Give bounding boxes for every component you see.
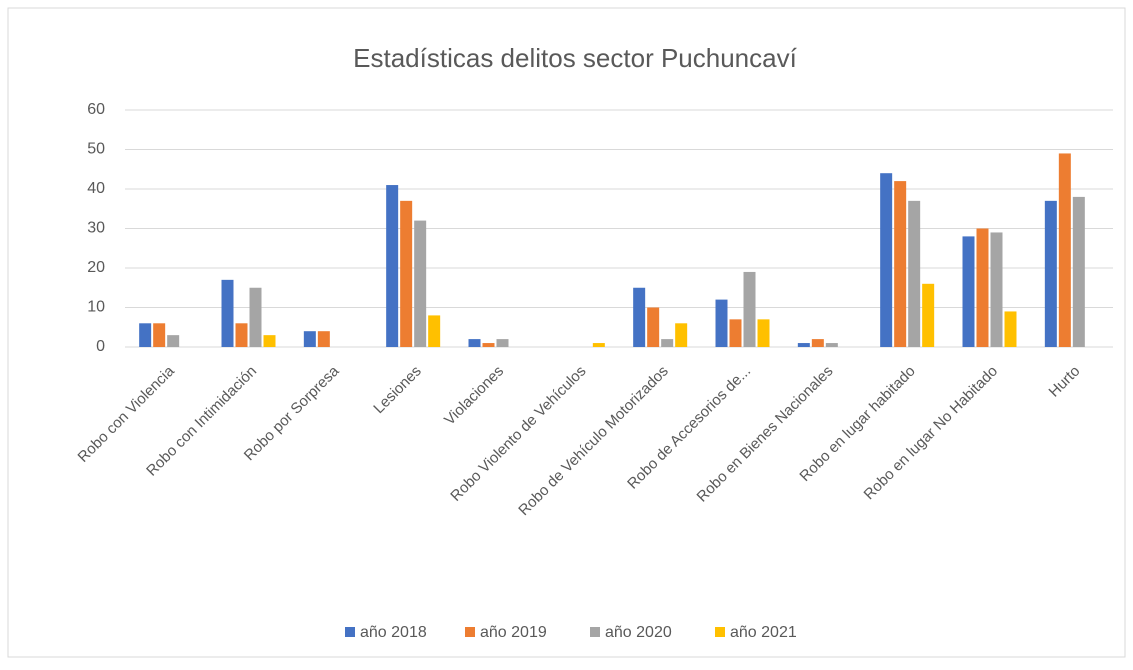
bar	[715, 299, 728, 347]
bar	[880, 173, 893, 347]
bar	[1044, 200, 1057, 347]
bar	[496, 339, 509, 347]
legend-swatch	[590, 627, 600, 637]
bar	[962, 236, 975, 347]
bar	[647, 307, 660, 347]
bar	[303, 331, 316, 347]
bar	[1058, 153, 1071, 347]
legend-label: año 2020	[605, 624, 672, 641]
bar	[743, 271, 756, 347]
bar	[263, 335, 276, 347]
bar	[922, 283, 935, 347]
y-tick-label: 10	[87, 299, 105, 316]
bar	[729, 319, 742, 347]
bar	[400, 200, 413, 347]
y-tick-label: 50	[87, 141, 105, 158]
bar	[1004, 311, 1017, 347]
bar	[894, 181, 907, 347]
bar	[825, 343, 838, 347]
bar	[167, 335, 180, 347]
legend-swatch	[715, 627, 725, 637]
legend-label: año 2021	[730, 624, 797, 641]
bar	[221, 279, 234, 347]
bar	[633, 287, 646, 347]
y-tick-label: 20	[87, 259, 105, 276]
bar	[811, 339, 824, 347]
y-tick-label: 30	[87, 220, 105, 237]
legend-label: año 2018	[360, 624, 427, 641]
bar	[976, 228, 989, 347]
bar	[757, 319, 770, 347]
bar	[428, 315, 441, 347]
legend-swatch	[345, 627, 355, 637]
bar	[414, 220, 427, 347]
legend-swatch	[465, 627, 475, 637]
bar	[317, 331, 330, 347]
bar	[1072, 196, 1085, 347]
y-tick-label: 40	[87, 180, 105, 197]
y-tick-label: 0	[96, 338, 105, 355]
bar	[468, 339, 481, 347]
bar	[235, 323, 248, 347]
chart-title: Estadísticas delitos sector Puchuncaví	[353, 43, 797, 73]
bar	[797, 343, 810, 347]
bar	[908, 200, 921, 347]
bar	[661, 339, 674, 347]
bar	[139, 323, 152, 347]
bar	[153, 323, 166, 347]
legend-label: año 2019	[480, 624, 547, 641]
chart-border	[7, 7, 1126, 658]
bar	[482, 343, 495, 347]
y-tick-label: 60	[87, 101, 105, 118]
bar	[386, 185, 399, 347]
bar	[249, 287, 262, 347]
bar	[592, 343, 605, 347]
bar	[675, 323, 688, 347]
bar	[990, 232, 1003, 347]
